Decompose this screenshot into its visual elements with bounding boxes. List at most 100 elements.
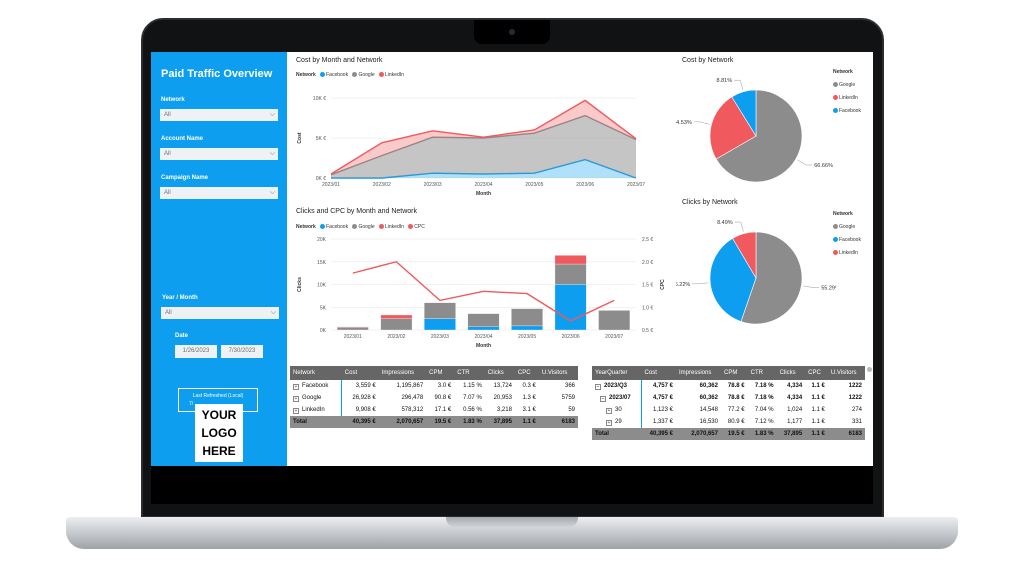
legend-item[interactable]: Google [839, 224, 856, 230]
x-tick-label: 2023/04 [474, 334, 492, 340]
cell: 7.12 % [754, 419, 774, 425]
collapse-icon[interactable]: − [600, 395, 606, 402]
bar-google [336, 327, 369, 331]
cell: 2,070,657 [378, 416, 427, 428]
screen-bezel-bottom [151, 466, 873, 504]
column-header[interactable]: CPC [805, 366, 828, 380]
cpc-legend-dot [408, 224, 414, 229]
scrollbar-handle[interactable] [867, 367, 872, 372]
table-row[interactable]: + Facebook 3,559 € 1,195,867 3.0 € 1.15 % 13,… [290, 380, 578, 392]
table-total-row: Total 40,395 €2,070,657 19.5 €1.83 % 37,89… [290, 416, 578, 428]
cell: 19.5 € [426, 416, 455, 428]
legend-item[interactable]: LinkedIn [385, 72, 404, 78]
legend-item[interactable]: Facebook [326, 224, 349, 230]
facebook-legend-dot [320, 224, 326, 229]
y-tick-label: 0K [320, 328, 327, 334]
date-end-input[interactable]: 7/30/2023 [221, 345, 263, 358]
google-legend-dot [833, 224, 838, 229]
network-filter-label: Network [161, 97, 185, 103]
cost-area-chart: 0K € 5K € 10K € 2023/01 2023/02 2023/03 2023/0… [297, 96, 645, 197]
legend-item[interactable]: LinkedIn [839, 95, 858, 101]
area-facebook [331, 159, 636, 178]
column-header[interactable]: CTR [747, 366, 777, 380]
column-header[interactable]: Impressions [675, 366, 721, 380]
year-month-filter-dropdown[interactable]: All ⌵ [161, 307, 279, 319]
collapse-icon[interactable]: − [595, 383, 601, 390]
legend-item[interactable]: Facebook [839, 237, 861, 243]
table-row[interactable]: + LinkedIn 9,908 € 578,312 17.1 € 0.56 % 3,21… [290, 404, 578, 416]
legend-item[interactable]: LinkedIn [839, 250, 858, 256]
campaign-filter-dropdown[interactable]: All ⌵ [160, 187, 278, 199]
expand-icon[interactable]: + [606, 419, 612, 426]
column-header[interactable]: Network [290, 366, 342, 380]
x-tick-label: 2023/06 [576, 182, 594, 188]
column-header[interactable]: Cost [341, 366, 379, 380]
column-header[interactable]: U.Visitors [538, 366, 578, 380]
cell: 40,395 € [641, 428, 676, 440]
column-header[interactable]: YearQuarter [592, 366, 642, 380]
column-header[interactable]: Impressions [378, 366, 427, 380]
date-start-input[interactable]: 1/26/2023 [175, 345, 217, 358]
legend-item[interactable]: LinkedIn [385, 224, 404, 230]
bar-facebook [424, 318, 456, 331]
legend-item[interactable]: Facebook [839, 108, 861, 114]
cell: 1.15 % [463, 383, 482, 389]
pie-leader-line [734, 221, 744, 232]
pie-leader-line [803, 285, 820, 288]
expand-icon[interactable]: + [606, 407, 612, 414]
y-tick-label: 0K € [316, 176, 327, 182]
cell: 1,024 [787, 407, 803, 413]
pie-leader-line [693, 121, 710, 125]
expand-icon[interactable]: + [293, 407, 299, 414]
cell: 40,395 € [341, 416, 379, 428]
column-header[interactable]: Clicks [484, 366, 515, 380]
dashboard-screen: Paid Traffic Overview Network All ⌵ Accou… [151, 52, 873, 466]
legend-item[interactable]: Facebook [326, 72, 349, 78]
y-tick-label: 20K [317, 237, 327, 243]
cell: 30 [615, 406, 622, 413]
logo-placeholder: YOUR LOGO HERE [195, 404, 243, 462]
column-header[interactable]: CPM [720, 366, 748, 380]
table-row[interactable]: +30 1,123 € 14,548 77.2 € 7.04 % 1,024 1.1 € 2… [592, 404, 865, 416]
legend-item[interactable]: Google [358, 72, 375, 78]
column-header[interactable]: U.Visitors [827, 366, 865, 380]
dashboard-title: Paid Traffic Overview [161, 68, 273, 80]
legend-item[interactable]: Google [358, 224, 375, 230]
facebook-legend-dot [833, 108, 838, 113]
google-legend-dot [352, 224, 358, 229]
x-tick-label: 2023/07 [627, 182, 645, 188]
table-row[interactable]: −2023/07 4,757 € 60,362 78.8 € 7.18 % 4,334 1… [592, 392, 865, 404]
network-filter-dropdown[interactable]: All ⌵ [160, 109, 278, 121]
column-header[interactable]: Clicks [776, 366, 806, 380]
cell: 19.5 € [720, 428, 748, 440]
x-axis-title: Month [476, 191, 491, 197]
legend-item[interactable]: Google [839, 82, 856, 88]
expand-icon[interactable]: + [293, 395, 299, 402]
legend-item[interactable]: CPC [414, 224, 425, 230]
table-row[interactable]: +29 1,337 € 16,530 80.9 € 7.12 % 1,177 1.1 € 3… [592, 416, 865, 428]
cell: 3.1 € [522, 407, 536, 413]
column-header[interactable]: Cost [641, 366, 676, 380]
chevron-down-icon: ⌵ [269, 150, 275, 157]
area-google [331, 115, 636, 178]
cell: 9,908 € [355, 407, 376, 413]
x-tick-label: 2023/03 [431, 334, 449, 340]
expand-icon[interactable]: + [293, 383, 299, 390]
table-total-row: Total 40,395 €2,070,657 19.5 €1.83 % 37,89… [592, 428, 865, 440]
table-row[interactable]: + Google 26,928 € 296,478 90.8 € 7.07 % 20,95… [290, 392, 578, 404]
table-row[interactable]: −2023/Q3 4,757 € 60,362 78.8 € 7.18 % 4,334 1… [592, 380, 865, 392]
column-header[interactable]: CTR [454, 366, 485, 380]
clicks-cpc-combo-chart: 0K 5K 10K 15K 20K 0.5 € 1.0 € 1.5 € 2.0 € 2.5 € 20… [297, 237, 666, 349]
column-header[interactable]: CPM [426, 366, 455, 380]
cell: 4,334 [787, 383, 803, 389]
account-filter-dropdown[interactable]: All ⌵ [160, 148, 278, 160]
cell: 7.07 % [463, 395, 482, 401]
cell: 7.18 % [754, 395, 774, 401]
cell: 90.8 € [434, 395, 452, 401]
x-tick-label: 2023/01 [322, 182, 340, 188]
cell: 0.3 € [522, 383, 536, 389]
cost-pie-title: Cost by Network [682, 57, 734, 64]
column-header[interactable]: CPC [514, 366, 539, 380]
pie-slice-facebook [709, 237, 757, 322]
x-axis-title: Month [476, 343, 491, 349]
